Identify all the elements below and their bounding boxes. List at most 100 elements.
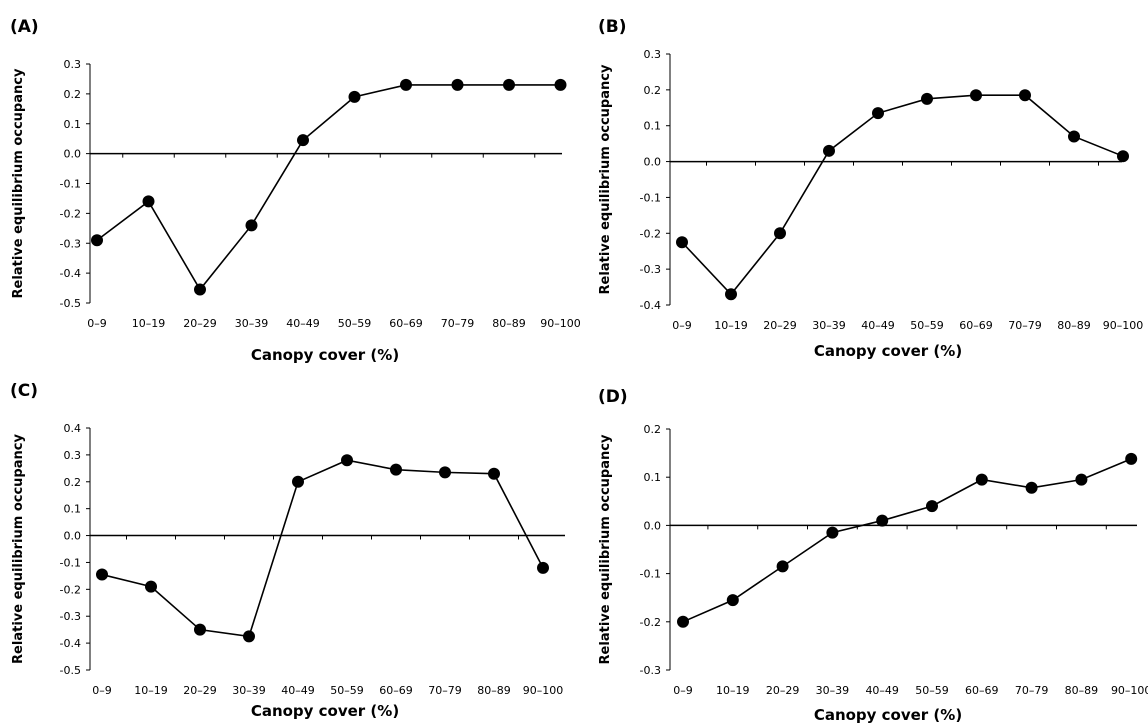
x-tick-label: 40–49 — [861, 319, 895, 332]
panel-label: (D) — [598, 387, 628, 407]
y-tick-label: 0.3 — [64, 58, 82, 71]
y-tick-label: -0.2 — [60, 207, 81, 220]
x-tick-label: 20–29 — [766, 684, 800, 697]
y-tick-label: 0.3 — [644, 48, 662, 61]
x-tick-label: 90–100 — [1111, 684, 1148, 697]
x-tick-label: 80–89 — [1057, 319, 1091, 332]
data-point — [488, 467, 500, 480]
y-tick-label: -0.1 — [60, 556, 81, 569]
data-point — [451, 78, 464, 91]
y-tick-label: 0.2 — [644, 423, 662, 436]
y-tick-label: -0.5 — [60, 297, 81, 310]
y-tick-label: 0.3 — [64, 449, 82, 462]
chart-panel-1: (B) 0.3 0.2 0.1 0.0 -0.1 -0.2 -0.3 -0.4 0–9 10–19 2… — [598, 17, 1143, 360]
y-tick-label: 0.1 — [644, 471, 662, 484]
chart-panel-2: (C) 0.4 0.3 0.2 0.1 0.0 -0.1 -0.2 -0.3 -0.4 -0.5 0–… — [10, 381, 565, 720]
y-tick-label: -0.3 — [60, 610, 81, 623]
y-tick-label: -0.4 — [640, 299, 661, 312]
x-tick-label: 0–9 — [87, 317, 107, 330]
y-tick-label: 0.0 — [644, 156, 662, 169]
panel-label: (C) — [10, 381, 38, 401]
y-tick-label: -0.2 — [640, 227, 661, 240]
x-tick-label: 90–100 — [540, 317, 581, 330]
y-tick-label: 0.1 — [64, 118, 82, 131]
y-tick-label: 0.4 — [64, 422, 82, 435]
x-tick-label: 10–19 — [716, 684, 750, 697]
x-tick-label: 0–9 — [672, 319, 692, 332]
panel-label: (A) — [10, 17, 39, 37]
x-tick-label: 70–79 — [1008, 319, 1042, 332]
y-tick-label: -0.4 — [60, 637, 81, 650]
x-tick-label: 50–59 — [338, 317, 372, 330]
x-tick-label: 60–69 — [959, 319, 993, 332]
series-line — [681, 94, 1124, 296]
x-tick-label: 30–39 — [232, 684, 266, 697]
data-point — [91, 234, 103, 247]
chart-panel-3: (D) 0.2 0.1 0.0 -0.1 -0.2 -0.3 0–9 10–19 20–29 30–… — [598, 387, 1148, 723]
x-tick-label: 20–29 — [183, 317, 217, 330]
data-point — [503, 78, 515, 91]
y-tick-label: -0.3 — [640, 263, 661, 276]
data-point — [1025, 481, 1038, 494]
x-axis-label: Canopy cover (%) — [814, 706, 962, 723]
y-tick-label: 0.2 — [64, 476, 82, 489]
data-point — [726, 594, 739, 607]
x-tick-label: 60–69 — [965, 684, 999, 697]
x-tick-label: 50–59 — [330, 684, 364, 697]
data-point — [245, 219, 258, 232]
y-axis-label: Relative equilibrium occupancy — [11, 434, 26, 664]
data-point — [439, 466, 451, 479]
x-tick-label: 80–89 — [477, 684, 511, 697]
x-tick-label: 80–89 — [1065, 684, 1099, 697]
chart-panel-0: (A) 0.3 0.2 0.1 0.0 -0.1 -0.2 -0.3 -0.4 -0.5 0–9 10… — [10, 17, 581, 364]
y-tick-label: -0.1 — [640, 568, 661, 581]
y-tick-label: -0.3 — [640, 664, 661, 677]
data-point — [554, 78, 567, 91]
y-tick-label: 0.2 — [644, 84, 662, 97]
x-axis-label: Canopy cover (%) — [251, 702, 399, 720]
data-point — [537, 561, 549, 574]
x-tick-label: 20–29 — [763, 319, 797, 332]
y-tick-label: -0.5 — [60, 664, 81, 677]
data-point — [921, 92, 933, 105]
x-tick-label: 0–9 — [673, 684, 693, 697]
data-point — [676, 236, 688, 249]
y-axis-label: Relative equilibrium occupancy — [598, 64, 613, 294]
x-tick-label: 50–59 — [915, 684, 949, 697]
x-tick-label: 10–19 — [134, 684, 168, 697]
x-tick-label: 60–69 — [379, 684, 413, 697]
data-point — [194, 623, 206, 636]
x-tick-label: 50–59 — [910, 319, 944, 332]
data-point — [826, 526, 839, 539]
y-tick-label: 0.0 — [64, 148, 82, 161]
panel-label: (B) — [598, 17, 627, 37]
y-tick-label: 0.0 — [644, 519, 662, 532]
x-tick-label: 70–79 — [428, 684, 462, 697]
x-tick-label: 30–39 — [235, 317, 269, 330]
x-tick-label: 70–79 — [441, 317, 475, 330]
data-point — [725, 288, 737, 301]
x-tick-label: 90–100 — [1103, 319, 1144, 332]
series-line — [101, 459, 544, 638]
x-tick-label: 40–49 — [281, 684, 315, 697]
x-tick-label: 70–79 — [1015, 684, 1049, 697]
data-point — [145, 580, 157, 593]
data-point — [292, 475, 304, 488]
y-tick-label: -0.1 — [640, 191, 661, 204]
y-axis-label: Relative equilibrium occupancy — [11, 68, 26, 298]
x-tick-label: 90–100 — [523, 684, 564, 697]
y-axis-label: Relative equilibrium occupancy — [598, 434, 613, 664]
x-tick-label: 0–9 — [92, 684, 112, 697]
x-tick-label: 40–49 — [865, 684, 899, 697]
data-point — [194, 283, 206, 296]
data-point — [297, 134, 309, 147]
y-tick-label: 0.0 — [64, 530, 82, 543]
data-point — [776, 560, 789, 573]
y-tick-label: 0.1 — [644, 120, 662, 133]
data-point — [1125, 452, 1138, 465]
data-point — [390, 463, 402, 476]
y-tick-label: -0.4 — [60, 267, 81, 280]
data-point — [243, 630, 255, 643]
data-point — [341, 454, 353, 467]
